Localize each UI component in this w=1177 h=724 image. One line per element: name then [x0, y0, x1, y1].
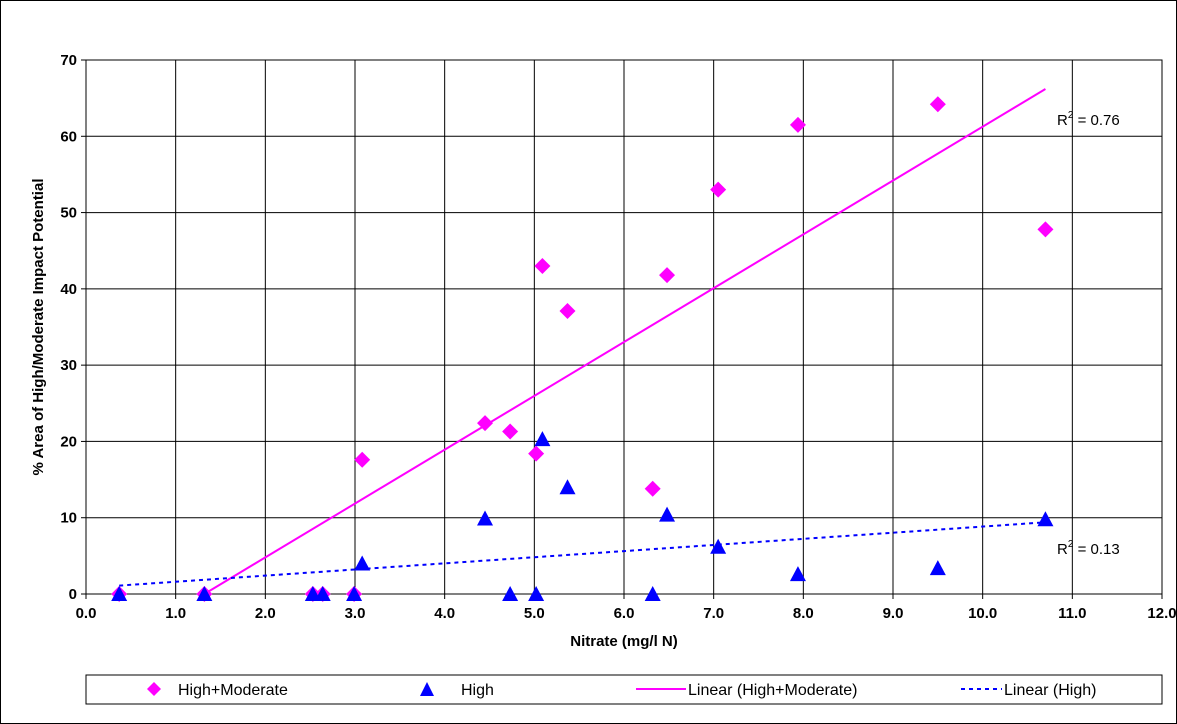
grid: [85, 59, 1163, 595]
data-point-high-moderate: [354, 451, 371, 468]
data-point-high-moderate: [1037, 221, 1054, 238]
legend: High+Moderate High Linear (High+Moderate…: [85, 674, 1163, 705]
data-point-high: [196, 586, 213, 601]
trendlines: [119, 88, 1046, 595]
x-tick-label: 6.0: [614, 605, 635, 622]
data-point-high-moderate: [528, 445, 545, 462]
r-squared-high-moderate: R2 = 0.76: [1057, 110, 1120, 129]
data-point-high: [314, 586, 331, 601]
x-tick-label: 2.0: [255, 605, 276, 622]
data-point-high: [346, 586, 363, 601]
data-point-high: [528, 586, 545, 601]
trendline-high: [119, 521, 1046, 587]
x-tick-label: 7.0: [703, 605, 724, 622]
y-tick-label: 50: [60, 205, 77, 222]
diamond-marker-icon: [147, 682, 161, 696]
legend-item-linear-high: Linear (High): [961, 682, 1096, 699]
legend-label-linear-high: Linear (High): [1004, 682, 1096, 699]
data-point-high: [502, 586, 519, 601]
y-tick-label: 10: [60, 510, 77, 527]
r-squared-high: R2 = 0.13: [1057, 539, 1120, 558]
x-tick-label: 3.0: [345, 605, 366, 622]
data-point-high: [644, 586, 661, 601]
y-tick-label: 40: [60, 281, 77, 298]
y-tick-label: 30: [60, 357, 77, 374]
data-point-high-moderate: [534, 257, 551, 274]
legend-label-high: High: [461, 682, 494, 699]
x-axis-title: Nitrate (mg/l N): [570, 633, 678, 650]
x-tick-label: 11.0: [1058, 605, 1086, 622]
legend-box: [85, 674, 1163, 705]
data-point-high: [111, 586, 128, 601]
data-point-high: [789, 566, 806, 582]
x-tick-label: 1.0: [165, 605, 186, 622]
x-tick-label: 10.0: [968, 605, 997, 622]
x-tick-label: 12.0: [1147, 605, 1176, 622]
triangle-marker-icon: [420, 682, 434, 696]
y-axis-title: % Area of High/Moderate Impact Potential: [30, 179, 47, 476]
data-point-high: [477, 510, 494, 526]
legend-label-linear-high-moderate: Linear (High+Moderate): [688, 682, 857, 699]
data-point-high-moderate: [559, 302, 576, 319]
y-tick-label: 60: [60, 128, 77, 145]
y-tick-label: 20: [60, 433, 77, 450]
y-tick-label: 70: [60, 52, 77, 69]
data-point-high: [710, 538, 727, 554]
data-point-high: [559, 479, 576, 495]
data-point-high-moderate: [789, 116, 806, 133]
data-point-high: [1037, 511, 1054, 527]
legend-item-linear-high-moderate: Linear (High+Moderate): [636, 682, 857, 699]
data-point-high-moderate: [710, 181, 727, 198]
legend-item-high-moderate: High+Moderate: [147, 682, 288, 699]
x-tick-label: 8.0: [793, 605, 814, 622]
data-point-high-moderate: [502, 423, 519, 440]
data-point-high: [354, 555, 371, 571]
legend-label-high-moderate: High+Moderate: [178, 682, 288, 699]
y-tick-labels: 0 10 20 30 40 50 60 70: [60, 52, 86, 603]
x-tick-label: 0.0: [76, 605, 97, 622]
trendline-high-moderate: [203, 88, 1046, 595]
data-point-high-moderate: [477, 415, 494, 432]
x-tick-label: 5.0: [524, 605, 545, 622]
data-point-high-moderate: [929, 96, 946, 113]
markers: [111, 96, 1054, 602]
data-point-high-moderate: [644, 480, 661, 497]
legend-item-high: High: [420, 682, 494, 699]
x-tick-label: 9.0: [883, 605, 904, 622]
y-tick-label: 0: [69, 586, 77, 603]
data-point-high: [534, 431, 551, 447]
x-tick-labels: 0.0 1.0 2.0 3.0 4.0 5.0 6.0 7.0 8.0 9.0 10.0 11.0 12…: [76, 594, 1177, 622]
data-point-high: [929, 560, 946, 576]
data-point-high: [659, 506, 676, 522]
x-tick-label: 4.0: [434, 605, 455, 622]
data-point-high-moderate: [659, 267, 676, 284]
